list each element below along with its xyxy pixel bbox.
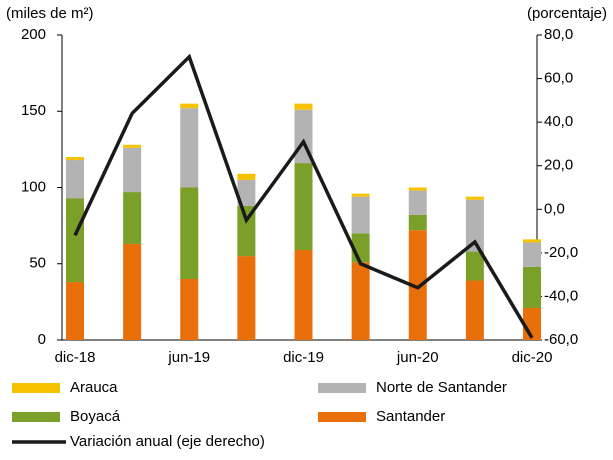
bar [123, 144, 142, 148]
x-tick-label: dic-20 [512, 349, 553, 366]
legend-label: Boyacá [70, 408, 121, 425]
bar [408, 230, 427, 340]
bar [237, 256, 256, 340]
y-tick-label: 200 [21, 26, 46, 43]
bar [408, 190, 427, 215]
legend-swatch [12, 383, 60, 393]
bar [237, 173, 256, 180]
legend-label: Arauca [70, 379, 118, 396]
bar [408, 187, 427, 191]
bar [465, 199, 484, 252]
legend-label: Variación anual (eje derecho) [70, 433, 265, 450]
bar [66, 157, 84, 161]
y2-tick-label: 80,0 [544, 26, 573, 43]
bar [180, 108, 199, 188]
bar [523, 242, 541, 267]
y2-tick-label: -60,0 [544, 331, 578, 348]
x-tick-label: jun-19 [167, 349, 210, 366]
y2-tick-label: -20,0 [544, 244, 578, 261]
bar [523, 266, 541, 308]
legend-swatch [12, 412, 60, 422]
line [73, 53, 534, 339]
bar [66, 160, 84, 199]
y2-tick-label: -40,0 [544, 287, 578, 304]
legend-swatch [318, 412, 366, 422]
bar [123, 243, 142, 340]
bar [465, 251, 484, 281]
bar [66, 198, 84, 283]
y2-axis-label: (porcentaje) [527, 5, 607, 22]
bar [465, 280, 484, 340]
legend-label: Norte de Santander [376, 379, 507, 396]
bar [294, 103, 313, 110]
y2-tick-label: 60,0 [544, 70, 573, 87]
x-tick-label: dic-19 [283, 349, 324, 366]
bar [66, 282, 84, 340]
y-tick-label: 0 [38, 331, 46, 348]
y2-tick-label: 40,0 [544, 113, 573, 130]
bar [123, 192, 142, 244]
bar [237, 205, 256, 257]
bar [523, 239, 541, 243]
legend-label: Santander [376, 408, 445, 425]
y2-tick-label: 0,0 [544, 200, 565, 217]
bar [408, 214, 427, 231]
bar [294, 250, 313, 340]
bar [351, 193, 370, 197]
legend-swatch [318, 383, 366, 393]
x-tick-label: jun-20 [396, 349, 439, 366]
y-axis-label: (miles de m²) [6, 5, 94, 22]
bar [180, 187, 199, 279]
y-tick-label: 150 [21, 102, 46, 119]
y2-tick-label: 20,0 [544, 157, 573, 174]
y-tick-label: 50 [29, 255, 46, 272]
y-tick-label: 100 [21, 178, 46, 195]
bar [351, 196, 370, 234]
bar [123, 147, 142, 193]
bar [465, 196, 484, 200]
x-tick-label: dic-18 [55, 349, 96, 366]
bar [237, 179, 256, 206]
bar [294, 163, 313, 251]
bar [180, 103, 199, 109]
bar [351, 262, 370, 340]
bar [180, 279, 199, 340]
